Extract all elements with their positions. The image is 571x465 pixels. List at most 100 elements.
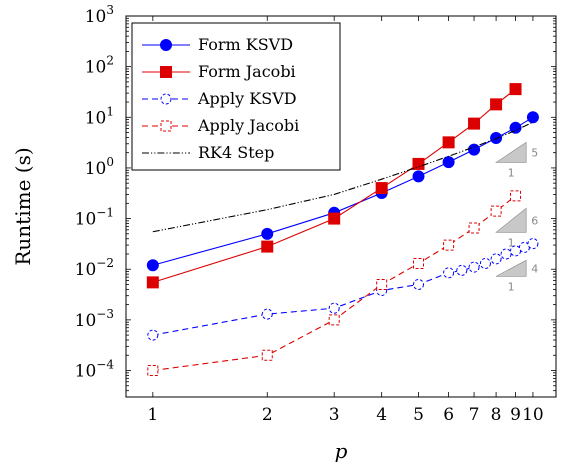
y-tick-exponent: 1 [106,104,114,118]
data-point [490,253,502,265]
data-point [375,182,388,195]
legend-item: Apply Jacobi [142,116,299,135]
series-line [152,116,534,266]
x-tick-label: 3 [329,405,340,425]
y-tick-label: 10−1 [75,206,114,230]
legend-item: RK4 Step [142,143,274,162]
x-tick-label: 1 [147,405,158,425]
data-point [147,365,159,377]
y-tick-base: 10 [85,58,107,78]
data-point [376,278,388,290]
slope-run-label: 1 [508,236,515,249]
series-line [152,121,534,233]
data-point [510,190,522,202]
series-line [152,243,534,336]
y-tick-exponent: −1 [96,206,114,220]
data-point [412,157,425,170]
slope-triangles: 1 5 1 6 1 4 [495,141,538,293]
data-point [413,278,425,290]
data-point [412,170,425,183]
data-point [261,227,274,240]
slope-rise-label: 4 [531,262,538,275]
data-point [146,259,159,272]
slope-triangle [495,207,527,233]
series-group [146,83,539,377]
x-tick-label: 6 [443,405,454,425]
series-apply-jacobi [147,190,522,377]
data-point [147,329,159,341]
y-tick-label: 101 [85,104,114,128]
data-point [261,308,273,320]
y-axis-label: Runtime (s) [11,147,35,265]
data-point [500,248,512,260]
y-tick-label: 10−2 [75,256,114,280]
data-point [468,143,481,156]
y-tick-base: 10 [85,159,107,179]
y-tick-exponent: −4 [96,358,114,372]
data-point [490,98,503,111]
data-point [160,66,172,78]
y-tick-label: 10−3 [75,307,114,331]
legend-label: Form Jacobi [198,62,296,81]
legend-label: Apply KSVD [197,89,297,108]
data-point [261,240,274,253]
data-point [479,257,491,269]
data-point [443,267,455,279]
data-point [442,156,455,169]
slope-run-label: 1 [508,280,515,293]
series-rk4-step [152,121,534,233]
y-tick-exponent: 2 [106,54,114,68]
x-tick-label: 8 [491,405,502,425]
data-point [160,93,172,105]
y-tick-label: 10−4 [75,358,115,382]
slope-rise-label: 5 [531,146,538,159]
data-point [490,205,502,217]
data-point [160,120,172,132]
legend: Form KSVD Form Jacobi Apply KSVD Apply Jaco… [131,22,341,171]
data-point [526,111,539,124]
legend-item: Form Jacobi [142,62,296,81]
slope-run-label: 1 [508,166,515,179]
series-form-jacobi [146,83,522,289]
data-point [261,349,273,361]
data-point [468,117,481,130]
data-point [509,83,522,96]
y-tick-base: 10 [75,210,97,230]
data-point [456,264,468,276]
x-tick-label: 9 [510,405,521,425]
data-point [442,136,455,149]
data-point [468,261,480,273]
x-tick-label: 7 [469,405,480,425]
slope-triangle [495,141,527,163]
y-tick-exponent: 3 [106,3,114,17]
data-point [146,276,159,289]
y-tick-base: 10 [75,311,97,331]
x-tick-label: 5 [413,405,424,425]
slope-triangle [495,259,527,277]
data-point [443,239,455,251]
x-tick-label: 4 [376,405,387,425]
data-point [328,314,340,326]
legend-item: Form KSVD [142,35,293,54]
y-tick-label: 103 [85,3,114,27]
data-point [328,212,341,225]
y-tick-base: 10 [75,260,97,280]
legend-label: Form KSVD [198,35,293,54]
data-point [527,238,539,250]
x-tick-label: 2 [262,405,273,425]
y-tick-label: 100 [85,155,114,179]
data-point [413,257,425,269]
slope-rise-label: 6 [531,214,538,227]
legend-label: Apply Jacobi [197,116,299,135]
x-axis-label: p [335,439,348,463]
data-point [509,121,522,134]
x-tick-label: 10 [522,405,544,425]
y-tick-base: 10 [75,362,97,382]
legend-item: Apply KSVD [142,89,297,108]
plot-frame [125,15,557,398]
y-tick-exponent: −3 [96,307,114,321]
y-tick-exponent: −2 [96,256,114,270]
series-apply-ksvd [147,238,539,341]
